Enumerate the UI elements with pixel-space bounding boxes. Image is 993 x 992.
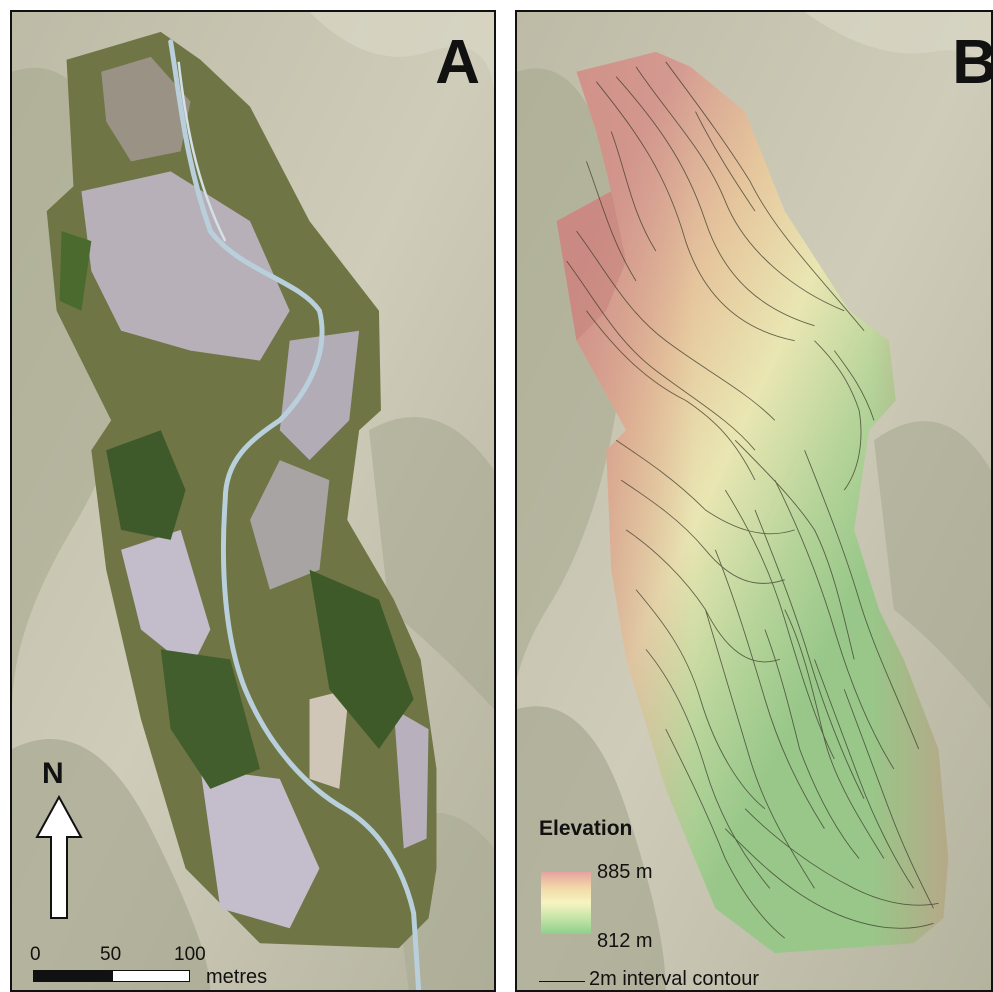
north-label: N bbox=[42, 757, 64, 790]
panel-label-b: B bbox=[952, 28, 993, 97]
north-arrow: N bbox=[34, 757, 94, 927]
elevation-legend: Elevation 885 m 812 m 2m interval contou… bbox=[535, 817, 855, 990]
aerial-basemap bbox=[12, 12, 494, 990]
legend-title: Elevation bbox=[539, 817, 633, 840]
scale-segment-filled bbox=[33, 970, 113, 982]
scale-tick-50: 50 bbox=[100, 944, 122, 965]
north-arrow-icon bbox=[35, 795, 83, 919]
contour-lines bbox=[566, 61, 939, 939]
elevation-map bbox=[517, 12, 991, 990]
scale-segment-empty bbox=[112, 970, 190, 982]
stream-channel bbox=[168, 39, 422, 990]
scale-tick-100: 100 bbox=[174, 944, 206, 965]
panel-orthophoto: A N 0 50 100 metres bbox=[10, 10, 496, 992]
legend-contour-swatch bbox=[539, 981, 585, 982]
legend-contour-label: 2m interval contour bbox=[589, 968, 760, 990]
scale-unit: metres bbox=[206, 966, 268, 988]
elevation-color-ramp bbox=[541, 872, 591, 934]
scale-tick-0: 0 bbox=[30, 944, 41, 965]
panel-elevation: B Elevation 885 m 812 m 2m interval cont… bbox=[515, 10, 993, 992]
panel-label-a: A bbox=[435, 28, 480, 97]
legend-max-label: 885 m bbox=[597, 861, 653, 883]
scale-bar: 0 50 100 metres bbox=[30, 944, 300, 990]
legend-min-label: 812 m bbox=[597, 930, 653, 952]
